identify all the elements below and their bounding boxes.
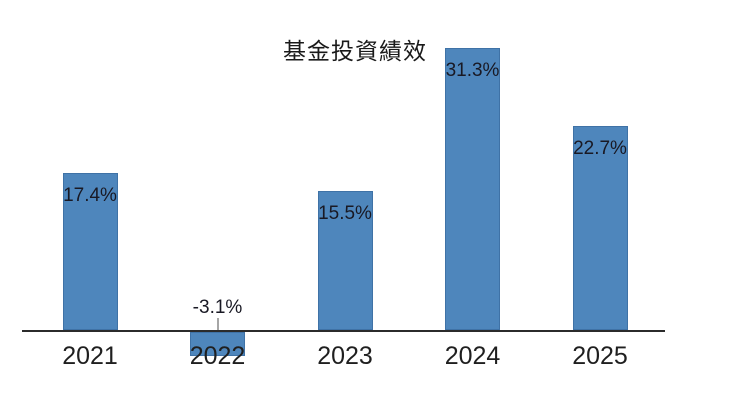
- chart-title: 基金投資績效: [283, 38, 427, 64]
- data-label-2025: 22.7%: [573, 137, 627, 159]
- x-axis-label-2025: 2025: [572, 342, 628, 370]
- leader-line-2022: [216, 318, 219, 330]
- x-axis-label-2024: 2024: [444, 342, 501, 370]
- bar-2025: [572, 125, 628, 330]
- data-label-2022: -3.1%: [192, 297, 243, 318]
- x-axis-label-2021: 2021: [62, 342, 118, 370]
- x-axis-line: [22, 330, 665, 332]
- bar-2021: [62, 173, 118, 330]
- data-label-2023: 15.5%: [318, 202, 372, 224]
- bar-2022: [190, 332, 245, 356]
- bar-2024: [445, 48, 500, 330]
- data-label-2024: 31.3%: [445, 60, 500, 82]
- x-axis-label-2022: 2022: [189, 342, 246, 370]
- x-axis-label-2023: 2023: [317, 342, 373, 370]
- bar-2023: [317, 190, 373, 330]
- data-label-2021: 17.4%: [63, 185, 117, 207]
